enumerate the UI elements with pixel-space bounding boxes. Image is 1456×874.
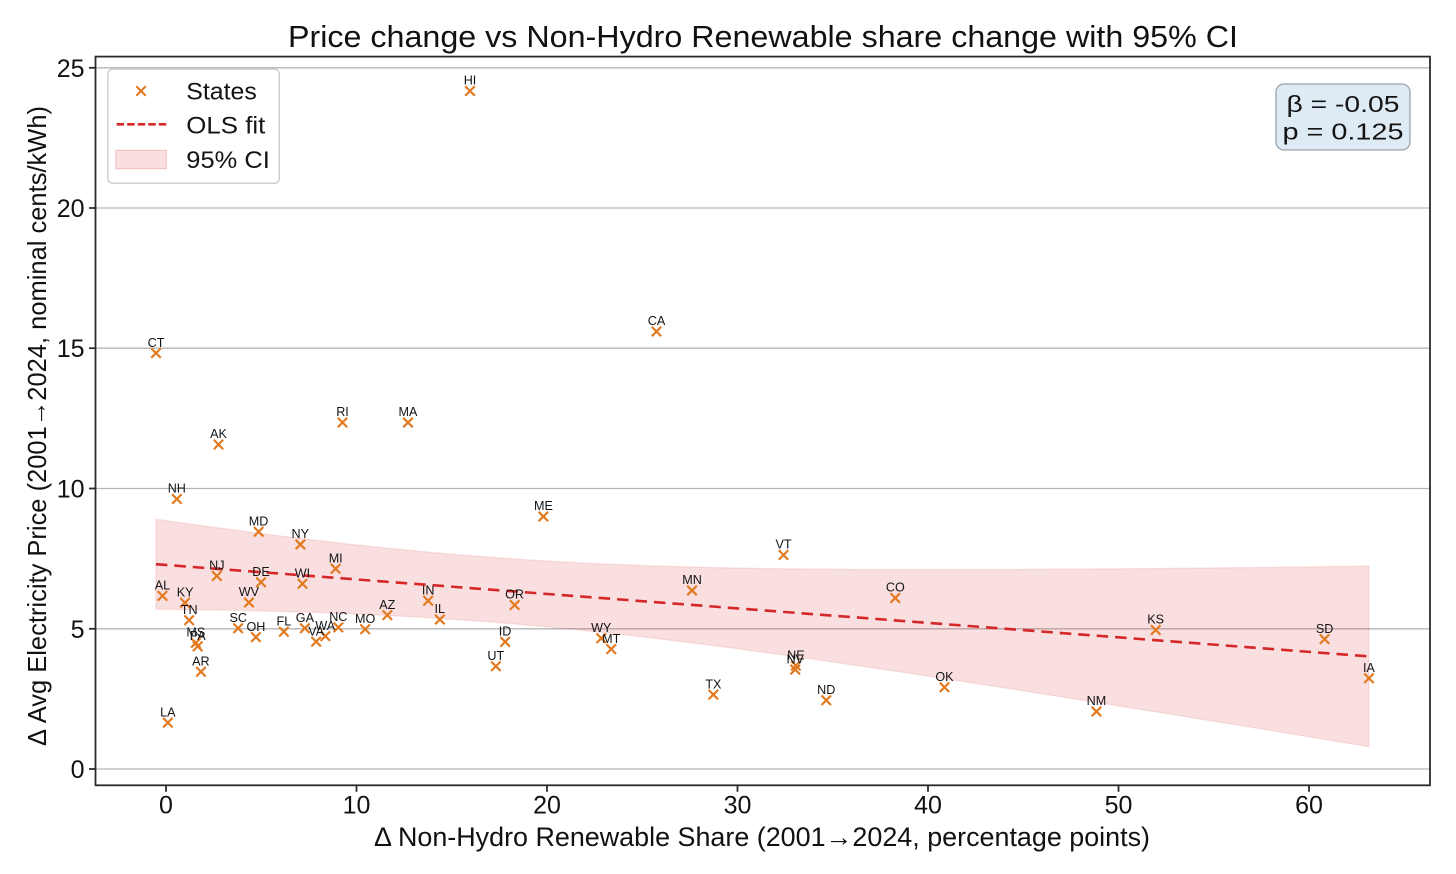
svg-text:SC: SC <box>229 611 247 625</box>
svg-text:Δ Non-Hydro Renewable Share (2: Δ Non-Hydro Renewable Share (2001→2024, … <box>374 822 1150 852</box>
svg-text:GA: GA <box>296 611 315 625</box>
svg-text:MO: MO <box>355 612 375 626</box>
svg-text:0: 0 <box>159 792 173 820</box>
svg-text:NY: NY <box>292 527 310 541</box>
svg-text:Δ Avg Electricity Price (2001→: Δ Avg Electricity Price (2001→2024, nomi… <box>22 106 52 746</box>
svg-text:SD: SD <box>1316 622 1334 636</box>
svg-text:DE: DE <box>252 565 270 579</box>
svg-text:RI: RI <box>336 405 349 419</box>
svg-text:30: 30 <box>724 792 752 820</box>
svg-text:LA: LA <box>160 705 176 719</box>
svg-text:AZ: AZ <box>379 598 395 612</box>
svg-text:95% CI: 95% CI <box>186 147 269 174</box>
svg-text:PA: PA <box>190 629 206 643</box>
svg-text:States: States <box>186 78 256 105</box>
svg-text:OR: OR <box>505 588 524 602</box>
svg-text:5: 5 <box>71 616 85 644</box>
svg-text:CT: CT <box>148 336 165 350</box>
svg-text:15: 15 <box>57 335 85 363</box>
svg-text:AK: AK <box>210 427 227 441</box>
svg-text:IL: IL <box>435 602 446 616</box>
svg-text:Price change vs Non-Hydro Rene: Price change vs Non-Hydro Renewable shar… <box>288 20 1238 54</box>
svg-text:CA: CA <box>648 314 666 328</box>
svg-text:p = 0.125: p = 0.125 <box>1283 119 1404 145</box>
svg-text:OK: OK <box>935 670 954 684</box>
svg-text:MA: MA <box>399 405 418 419</box>
svg-text:TN: TN <box>181 603 198 617</box>
svg-text:0: 0 <box>71 756 85 784</box>
svg-text:20: 20 <box>533 792 561 820</box>
svg-text:ND: ND <box>817 683 835 697</box>
svg-text:UT: UT <box>487 649 504 663</box>
svg-text:FL: FL <box>277 615 292 629</box>
svg-text:VA: VA <box>308 624 324 638</box>
svg-text:NV: NV <box>786 652 804 666</box>
svg-text:WY: WY <box>591 621 612 635</box>
svg-text:NC: NC <box>329 610 347 624</box>
svg-text:MT: MT <box>602 632 620 646</box>
svg-text:NJ: NJ <box>209 559 224 573</box>
svg-text:MS: MS <box>186 626 205 640</box>
svg-text:IA: IA <box>1363 661 1375 675</box>
svg-text:WI: WI <box>295 567 310 581</box>
svg-text:ID: ID <box>499 625 512 639</box>
svg-text:β = -0.05: β = -0.05 <box>1287 91 1400 117</box>
svg-text:ME: ME <box>534 499 553 513</box>
svg-text:MI: MI <box>329 551 343 565</box>
svg-text:20: 20 <box>57 195 85 223</box>
svg-text:10: 10 <box>57 476 85 504</box>
svg-text:KY: KY <box>177 585 194 599</box>
svg-text:40: 40 <box>914 792 942 820</box>
svg-text:NE: NE <box>787 648 805 662</box>
svg-text:50: 50 <box>1105 792 1133 820</box>
svg-text:25: 25 <box>57 55 85 83</box>
svg-text:NH: NH <box>168 482 186 496</box>
svg-text:MD: MD <box>249 515 269 529</box>
svg-text:NM: NM <box>1087 694 1107 708</box>
svg-text:AR: AR <box>192 654 210 668</box>
svg-text:OH: OH <box>246 620 265 634</box>
svg-text:CO: CO <box>886 581 905 595</box>
svg-text:60: 60 <box>1295 792 1323 820</box>
svg-text:10: 10 <box>343 792 371 820</box>
svg-text:AL: AL <box>155 579 170 593</box>
svg-text:HI: HI <box>464 74 477 88</box>
svg-text:MN: MN <box>682 573 702 587</box>
svg-text:WV: WV <box>239 585 260 599</box>
svg-text:OLS fit: OLS fit <box>186 113 265 140</box>
svg-text:KS: KS <box>1147 613 1164 627</box>
svg-text:IN: IN <box>422 583 435 597</box>
svg-text:VT: VT <box>775 538 791 552</box>
svg-text:WA: WA <box>315 619 335 633</box>
svg-text:TX: TX <box>705 677 722 691</box>
